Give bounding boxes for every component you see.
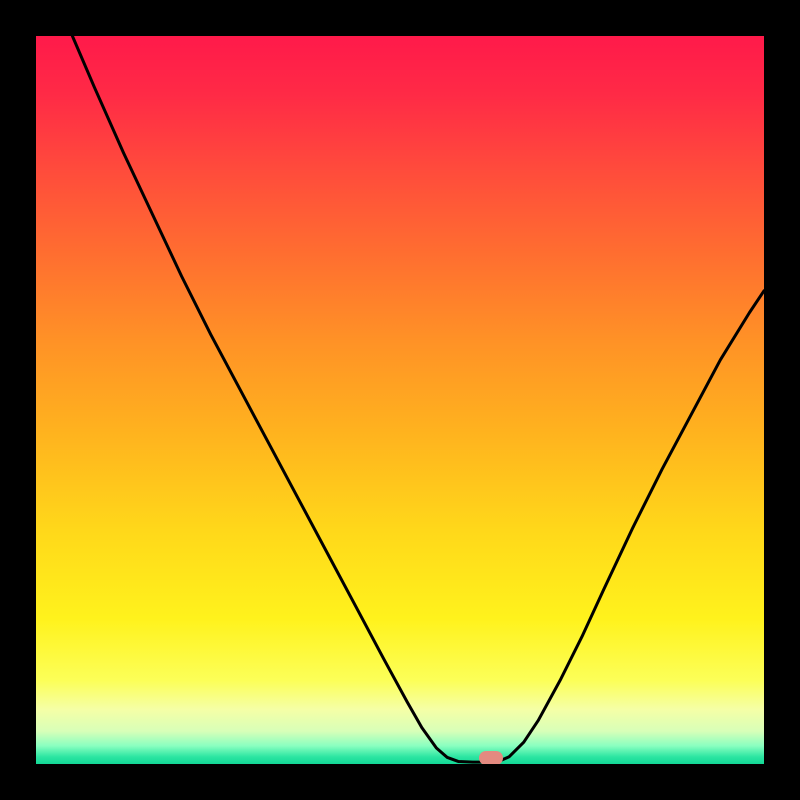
chart-frame — [0, 764, 800, 800]
chart-frame — [0, 0, 36, 800]
optimal-marker — [479, 751, 503, 764]
plot-area — [36, 36, 764, 764]
gradient-background — [36, 36, 764, 764]
chart-frame — [0, 0, 800, 36]
chart-frame — [764, 0, 800, 800]
